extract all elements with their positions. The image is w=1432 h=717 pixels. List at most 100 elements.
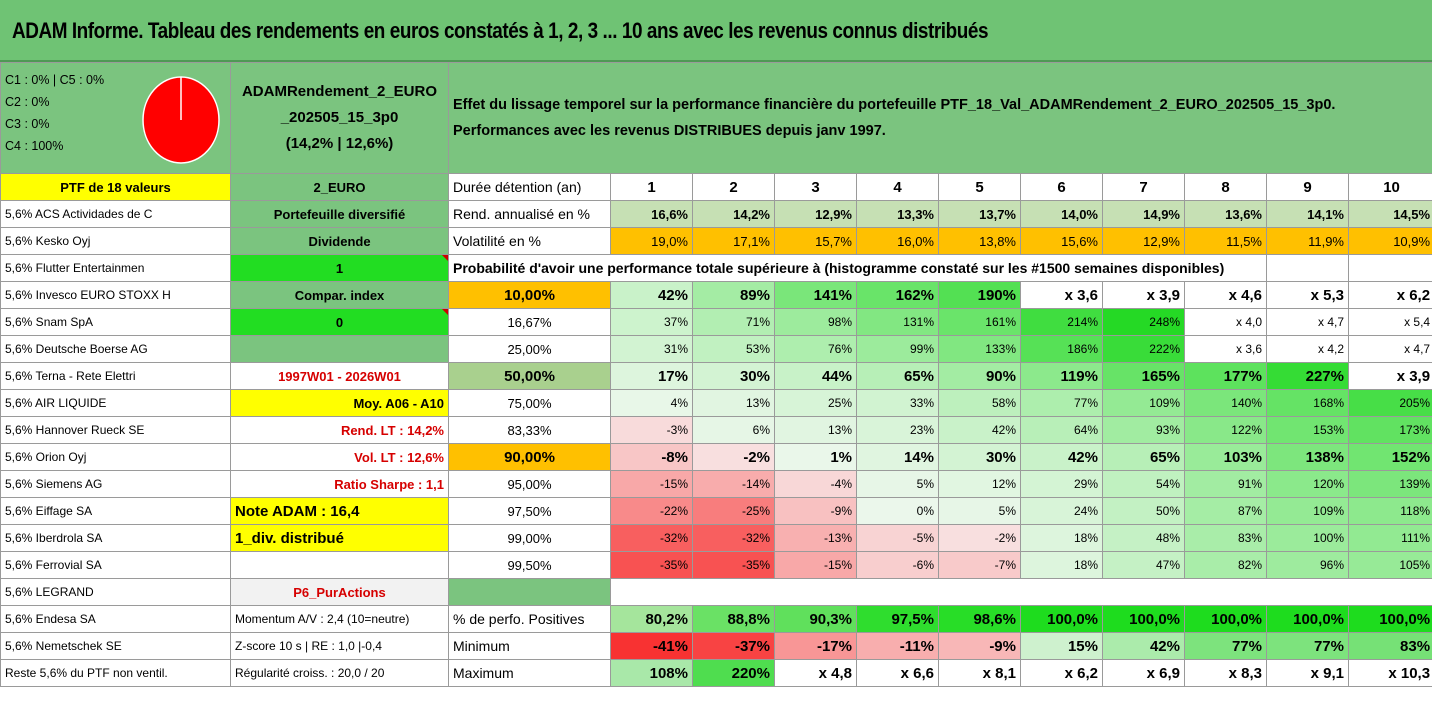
maximum-value: 108%: [610, 659, 693, 687]
probability-value: 98%: [774, 308, 857, 336]
probability-value: 177%: [1184, 362, 1267, 390]
maximum-value: x 8,3: [1184, 659, 1267, 687]
probability-value: -2%: [692, 443, 775, 471]
vol-value: 11,5%: [1184, 227, 1267, 255]
probability-value: 30%: [938, 443, 1021, 471]
info-cell: Dividende: [230, 227, 449, 255]
probability-value: -35%: [610, 551, 693, 579]
probability-level: 97,50%: [448, 497, 611, 525]
probability-value: 96%: [1266, 551, 1349, 579]
probability-value: 25%: [774, 389, 857, 417]
year-header: 7: [1102, 173, 1185, 201]
probability-value: 162%: [856, 281, 939, 309]
minimum-value: 15%: [1020, 632, 1103, 660]
probability-value: 0%: [856, 497, 939, 525]
probability-value: 109%: [1102, 389, 1185, 417]
minimum-value: -41%: [610, 632, 693, 660]
stock-holding: 5,6% Flutter Entertainmen: [0, 254, 231, 282]
maximum-value: x 6,2: [1020, 659, 1103, 687]
probability-value: 122%: [1184, 416, 1267, 444]
minimum-value: 77%: [1184, 632, 1267, 660]
probability-value: 141%: [774, 281, 857, 309]
info-cell: Régularité croiss. : 20,0 / 20: [230, 659, 449, 687]
probability-value: 37%: [610, 308, 693, 336]
rend-value: 14,1%: [1266, 200, 1349, 228]
probability-value: 165%: [1102, 362, 1185, 390]
maximum-value: x 9,1: [1266, 659, 1349, 687]
duration-label: Durée détention (an): [448, 173, 611, 201]
positive-perf-label: % de perfo. Positives: [448, 605, 611, 633]
info-cell: Momentum A/V : 2,4 (10=neutre): [230, 605, 449, 633]
probability-value: 54%: [1102, 470, 1185, 498]
probability-value: 111%: [1347, 524, 1432, 552]
probability-value: 139%: [1347, 470, 1432, 498]
probability-value: 205%: [1347, 389, 1432, 417]
probability-level: 16,67%: [448, 308, 611, 336]
probability-level: 25,00%: [448, 335, 611, 363]
composition-item: C4 : 100%: [5, 139, 64, 153]
probability-value: 133%: [938, 335, 1021, 363]
probability-value: 248%: [1102, 308, 1185, 336]
probability-value: x 6,2: [1347, 281, 1432, 309]
probability-value: 190%: [938, 281, 1021, 309]
stock-holding: 5,6% Terna - Rete Elettri: [0, 362, 231, 390]
probability-value: 42%: [938, 416, 1021, 444]
probability-value: 161%: [938, 308, 1021, 336]
info-cell: 1: [230, 254, 449, 282]
probability-level: 50,00%: [448, 362, 611, 390]
blank-cell: [775, 579, 857, 606]
probability-value: 65%: [1102, 443, 1185, 471]
probability-value: -6%: [856, 551, 939, 579]
year-header: 6: [1020, 173, 1103, 201]
probability-value: 42%: [610, 281, 693, 309]
probability-value: 100%: [1266, 524, 1349, 552]
probability-value: 17%: [610, 362, 693, 390]
year-header: 5: [938, 173, 1021, 201]
info-cell: Z-score 10 s | RE : 1,0 |-0,4: [230, 632, 449, 660]
info-cell: P6_PurActions: [230, 578, 449, 606]
positive-perf-value: 100,0%: [1020, 605, 1103, 633]
year-header: 3: [774, 173, 857, 201]
stock-holding: 5,6% Invesco EURO STOXX H: [0, 281, 231, 309]
probability-value: 14%: [856, 443, 939, 471]
positive-perf-value: 88,8%: [692, 605, 775, 633]
probability-value: x 3,9: [1347, 362, 1432, 390]
probability-value: 76%: [774, 335, 857, 363]
blank-cell: [611, 579, 693, 606]
probability-value: 6%: [692, 416, 775, 444]
probability-value: 89%: [692, 281, 775, 309]
blank-cell: [693, 579, 775, 606]
probability-value: 168%: [1266, 389, 1349, 417]
probability-value: 138%: [1266, 443, 1349, 471]
rend-value: 14,5%: [1347, 200, 1432, 228]
probability-value: -7%: [938, 551, 1021, 579]
blank-cell: [1185, 579, 1267, 606]
probability-value: 18%: [1020, 524, 1103, 552]
year-header: 8: [1184, 173, 1267, 201]
blank-cell: [1349, 579, 1432, 606]
blank-cell: [1021, 579, 1103, 606]
probability-value: 24%: [1020, 497, 1103, 525]
header-description: Effet du lissage temporel sur la perform…: [447, 62, 1432, 174]
rend-label: Rend. annualisé en %: [448, 200, 611, 228]
vol-value: 13,8%: [938, 227, 1021, 255]
probability-value: x 3,6: [1184, 335, 1267, 363]
probability-value: x 4,7: [1347, 335, 1432, 363]
probability-level: 83,33%: [448, 416, 611, 444]
stock-holding: Reste 5,6% du PTF non ventil.: [0, 659, 231, 687]
ptf-label: PTF de 18 valeurs: [0, 173, 231, 201]
probability-value: 99%: [856, 335, 939, 363]
rend-value: 14,2%: [692, 200, 775, 228]
probability-value: x 4,6: [1184, 281, 1267, 309]
vol-value: 15,6%: [1020, 227, 1103, 255]
probability-value: 214%: [1020, 308, 1103, 336]
maximum-value: x 6,6: [856, 659, 939, 687]
probability-level: 95,00%: [448, 470, 611, 498]
blank-cell: [939, 579, 1021, 606]
stock-holding: 5,6% Snam SpA: [0, 308, 231, 336]
vol-value: 16,0%: [856, 227, 939, 255]
probability-level: 75,00%: [448, 389, 611, 417]
blank-cell: [1266, 254, 1349, 282]
stock-holding: 5,6% Kesko Oyj: [0, 227, 231, 255]
composition-item: C3 : 0%: [5, 117, 50, 131]
